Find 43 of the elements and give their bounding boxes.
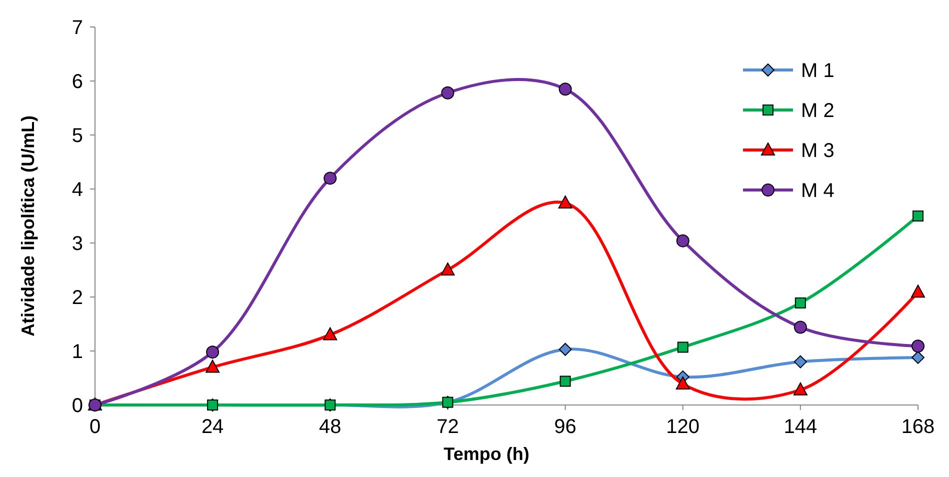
point	[206, 360, 220, 373]
point	[912, 210, 924, 222]
point	[794, 355, 807, 368]
point	[794, 320, 807, 334]
point	[793, 382, 808, 396]
point	[911, 284, 925, 298]
point	[677, 342, 688, 353]
point	[323, 327, 338, 340]
point	[794, 297, 806, 308]
y-tick-label: 4	[72, 179, 83, 201]
y-axis-title: Atividade lipolítica (U/mL)	[18, 115, 38, 337]
point	[440, 262, 455, 276]
x-tick-label: 0	[89, 416, 101, 438]
x-tick-label: 120	[666, 416, 700, 438]
point	[206, 346, 220, 359]
x-tick-label: 48	[319, 416, 342, 438]
point	[676, 234, 690, 248]
x-tick-label: 168	[901, 416, 935, 438]
x-tick-label: 96	[554, 416, 576, 438]
y-tick-label: 3	[72, 233, 83, 255]
y-tick-label: 6	[72, 71, 83, 93]
point	[441, 86, 454, 100]
y-tick-label: 7	[72, 17, 83, 39]
point	[912, 350, 924, 364]
legend-label: M 1	[801, 60, 834, 82]
y-tick-label: 5	[72, 125, 83, 147]
y-tick-label: 1	[72, 341, 83, 363]
point	[676, 376, 690, 390]
x-tick-label: 72	[436, 416, 459, 438]
point	[558, 342, 572, 356]
point	[560, 376, 571, 387]
legend-label: M 4	[801, 180, 834, 202]
y-tick-label: 2	[72, 287, 83, 309]
x-axis-title: Tempo (h)	[444, 444, 530, 464]
point	[558, 82, 572, 96]
point	[912, 340, 924, 353]
x-tick-label: 24	[201, 416, 224, 438]
point	[324, 172, 337, 185]
x-tick-label: 144	[784, 416, 818, 438]
point	[558, 196, 572, 209]
y-tick-label: 0	[72, 395, 83, 417]
legend-label: M 2	[801, 100, 834, 122]
legend-label: M 3	[801, 140, 834, 162]
